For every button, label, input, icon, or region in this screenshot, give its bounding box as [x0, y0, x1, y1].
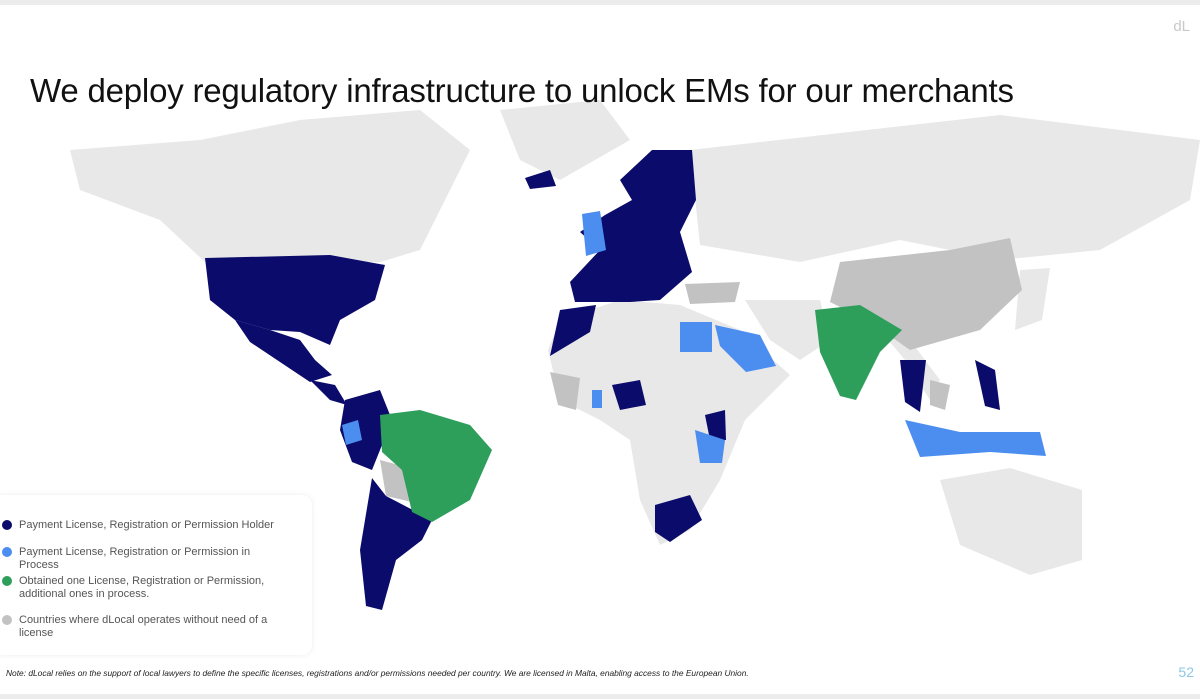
in-process-countries: [342, 211, 1046, 463]
partial-license-countries: [380, 305, 902, 522]
legend-item: Countries where dLocal operates without …: [2, 614, 292, 640]
legend-swatch: [2, 520, 12, 530]
legend-swatch: [2, 576, 12, 586]
legend-item: Payment License, Registration or Permiss…: [2, 519, 292, 532]
legend: Payment License, Registration or Permiss…: [0, 495, 312, 655]
legend-label: Countries where dLocal operates without …: [19, 614, 268, 639]
legend-swatch: [2, 547, 12, 557]
logo: dL: [1173, 18, 1190, 35]
legend-item: Obtained one License, Registration or Pe…: [2, 575, 292, 601]
page-number: 52: [1178, 664, 1194, 680]
slide-title: We deploy regulatory infrastructure to u…: [30, 72, 1014, 109]
legend-label: Payment License, Registration or Permiss…: [19, 546, 251, 571]
footnote: Note: dLocal relies on the support of lo…: [6, 668, 749, 678]
legend-label: Obtained one License, Registration or Pe…: [19, 575, 265, 600]
legend-item: Payment License, Registration or Permiss…: [2, 546, 292, 572]
legend-swatch: [2, 615, 12, 625]
legend-label: Payment License, Registration or Permiss…: [19, 519, 274, 531]
